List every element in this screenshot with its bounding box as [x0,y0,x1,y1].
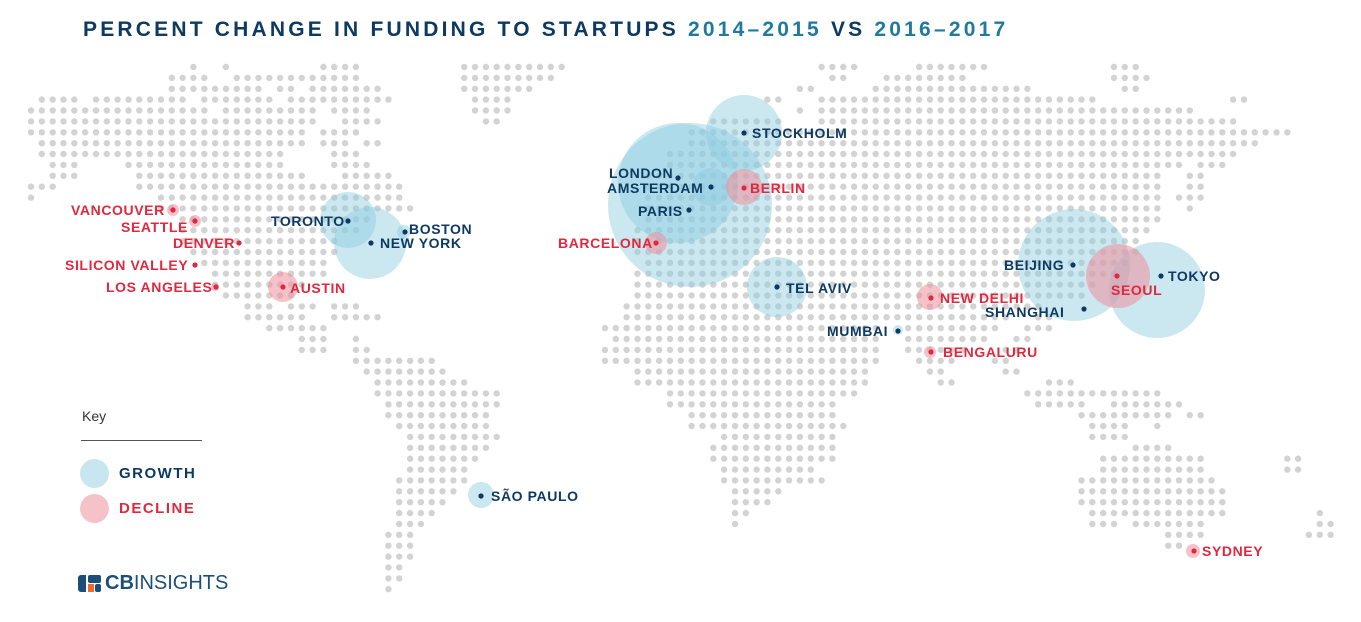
title-vs: VS [821,18,875,41]
barcelona-marker-icon [653,240,659,246]
city-label-barcelona: BARCELONA [558,235,653,251]
cb-insights-logo: CBINSIGHTS [78,573,228,593]
title-period-1: 2014–2015 [688,18,822,41]
boston-marker-icon [402,229,408,235]
city-label-toronto: TORONTO [271,213,345,229]
toronto-marker-icon [345,218,351,224]
city-label-shanghai: SHANGHAI [985,304,1065,320]
austin-marker-icon [280,284,286,290]
los-angeles-marker-icon [213,284,219,290]
sao-paulo-marker-icon [478,493,484,499]
city-label-tel-aviv: TEL AVIV [786,280,852,296]
cb-insights-logo-icon [78,574,101,592]
city-label-beijing: BEIJING [1004,257,1065,273]
new-delhi-marker-icon [928,295,934,301]
city-label-london: LONDON [609,165,674,181]
berlin-marker-icon [741,185,747,191]
key-item-growth: GROWTH [80,459,196,488]
city-label-vancouver: VANCOUVER [71,202,165,218]
title-period-2: 2016–2017 [874,18,1009,41]
chart-title: PERCENT CHANGE IN FUNDING TO STARTUPS 20… [83,18,1008,42]
key-label-growth: GROWTH [119,465,197,482]
seoul-marker-icon [1114,273,1120,279]
title-prefix: PERCENT CHANGE IN FUNDING TO STARTUPS [83,18,689,41]
city-label-new-york: NEW YORK [380,235,462,251]
logo-text-bold: CB [105,572,134,594]
city-label-bengaluru: BENGALURU [943,344,1038,360]
city-label-mumbai: MUMBAI [827,323,889,339]
amsterdam-marker-icon [708,184,714,190]
shanghai-marker-icon [1081,306,1087,312]
city-label-denver: DENVER [173,235,235,251]
paris-marker-icon [686,207,692,213]
city-label-seoul: SEOUL [1111,282,1163,298]
mumbai-marker-icon [895,328,901,334]
city-label-sydney: SYDNEY [1202,543,1264,559]
london-marker-icon [675,175,681,181]
city-label-berlin: BERLIN [750,180,806,196]
vancouver-marker-icon [170,207,176,213]
city-label-stockholm: STOCKHOLM [752,125,848,141]
city-label-boston: BOSTON [409,221,473,237]
city-label-austin: AUSTIN [290,280,346,296]
city-label-paris: PARIS [638,203,683,219]
sydney-marker-icon [1191,548,1197,554]
key-item-decline: DECLINE [80,494,195,523]
seattle-marker-icon [192,218,198,224]
logo-text-light: INSIGHTS [133,572,229,594]
stockholm-marker-icon [741,130,747,136]
city-label-silicon-valley: SILICON VALLEY [65,257,189,273]
city-label-los-angeles: LOS ANGELES [106,279,213,295]
beijing-marker-icon [1070,262,1076,268]
city-label-amsterdam: AMSTERDAM [607,180,704,196]
key-label-decline: DECLINE [119,500,196,517]
tokyo-marker-icon [1158,273,1164,279]
silicon-valley-marker-icon [192,262,198,268]
growth-swatch-icon [80,459,109,488]
city-label-new-delhi: NEW DELHI [940,290,1024,306]
new-york-marker-icon [368,240,374,246]
land-dots [27,63,1334,593]
key-divider [81,440,202,441]
paris-bubble [618,123,738,243]
city-label-tokyo: TOKYO [1168,268,1221,284]
denver-marker-icon [236,240,242,246]
tel-aviv-marker-icon [774,284,780,290]
city-label-sao-paulo: SÃO PAULO [491,488,579,504]
bengaluru-marker-icon [928,349,934,355]
city-markers [170,130,1197,554]
key-title: Key [82,408,107,424]
city-label-seattle: SEATTLE [121,219,188,235]
decline-swatch-icon [80,494,109,523]
